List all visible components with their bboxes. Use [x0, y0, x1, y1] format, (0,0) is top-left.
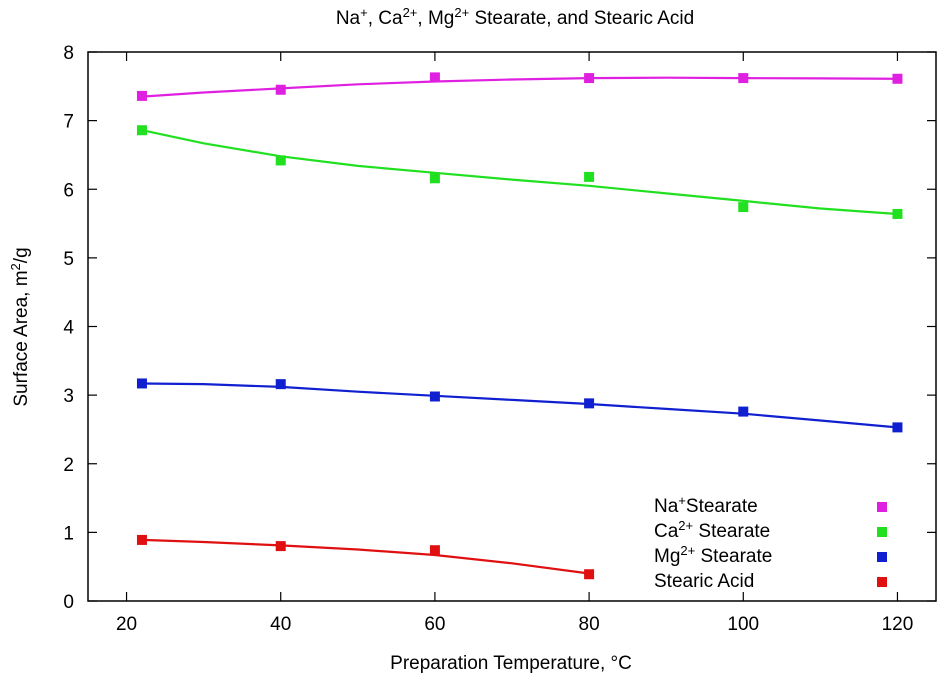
y-tick-label: 3: [63, 386, 74, 407]
legend-swatch: [877, 502, 887, 512]
data-point: [429, 72, 440, 83]
data-point: [275, 379, 286, 390]
data-point: [584, 398, 595, 409]
y-tick-label: 4: [63, 318, 74, 339]
y-axis: 0 1 2 3 4 5 6 7 8: [63, 43, 936, 613]
data-point: [738, 406, 749, 417]
x-tick-label: 100: [727, 614, 759, 635]
chart-title: Na+, Ca2+, Mg2+ Stearate, and Stearic Ac…: [336, 5, 694, 30]
x-tick-label: 80: [579, 614, 600, 635]
y-tick-label: 1: [63, 523, 74, 544]
y-tick-label: 6: [63, 180, 74, 201]
x-axis: 20 40 60 80 100 120: [116, 52, 913, 635]
data-point: [892, 422, 903, 433]
y-tick-label: 7: [63, 112, 74, 133]
x-tick-label: 120: [882, 614, 914, 635]
data-point: [584, 73, 595, 84]
fit-curve: [141, 538, 590, 575]
data-point: [136, 378, 147, 389]
y-tick-label: 0: [63, 592, 74, 613]
data-point: [738, 73, 749, 84]
data-point: [136, 125, 147, 136]
data-point: [892, 208, 903, 219]
data-point: [429, 391, 440, 402]
legend-label: Na+Stearate: [654, 493, 758, 518]
legend-label: Mg2+ Stearate: [654, 543, 772, 568]
series-group: [136, 378, 903, 433]
x-tick-label: 40: [270, 614, 291, 635]
legend-label: Stearic Acid: [654, 571, 754, 592]
data-point: [136, 90, 147, 101]
y-tick-label: 2: [63, 455, 74, 476]
x-tick-label: 60: [424, 614, 445, 635]
data-point: [584, 171, 595, 182]
data-point: [275, 84, 286, 95]
y-tick-label: 8: [63, 43, 74, 64]
series-group: [136, 534, 595, 580]
fit-curve: [141, 382, 898, 429]
data-point: [892, 73, 903, 84]
fit-curve: [141, 76, 898, 98]
series-group: [136, 72, 903, 101]
y-axis-title: Surface Area, m2/g: [8, 247, 33, 406]
plot-frame: [87, 51, 937, 602]
series-group: [136, 125, 903, 219]
data-point: [429, 545, 440, 556]
data-point: [738, 202, 749, 213]
data-point: [584, 569, 595, 580]
legend-swatch: [877, 577, 887, 587]
legend-label: Ca2+ Stearate: [654, 518, 770, 543]
data-point: [275, 155, 286, 166]
data-point: [136, 534, 147, 545]
data-point: [429, 173, 440, 184]
legend-swatch: [877, 552, 887, 562]
legend-swatch: [877, 527, 887, 537]
y-tick-label: 5: [63, 249, 74, 270]
series-layer: [136, 72, 903, 580]
fit-curve: [141, 129, 898, 216]
data-point: [275, 541, 286, 552]
x-tick-label: 20: [116, 614, 137, 635]
x-axis-title: Preparation Temperature, °C: [390, 653, 632, 674]
